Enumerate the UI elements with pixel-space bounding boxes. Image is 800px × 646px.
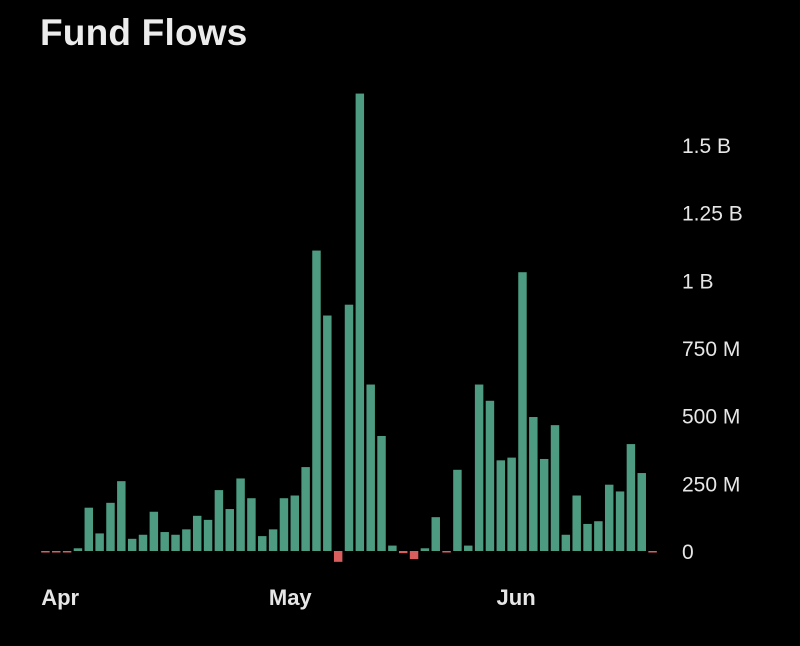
- bars-group: [41, 93, 657, 562]
- bar-outflow: [52, 551, 61, 553]
- bar-inflow: [236, 478, 245, 551]
- bar-inflow: [171, 534, 180, 551]
- bar-inflow: [127, 538, 137, 551]
- bar-inflow: [583, 523, 592, 551]
- y-tick-label: 1.25 B: [682, 203, 743, 226]
- bar-inflow: [507, 457, 516, 551]
- bar-inflow: [464, 545, 473, 551]
- bar-inflow: [637, 473, 646, 551]
- bar-outflow: [333, 551, 343, 562]
- bar-inflow: [518, 272, 527, 551]
- bar-inflow: [561, 534, 571, 551]
- bar-outflow: [409, 551, 419, 560]
- bar-outflow: [398, 551, 408, 554]
- bar-inflow: [268, 529, 278, 551]
- bar-inflow: [323, 315, 332, 551]
- x-tick-label: May: [269, 585, 313, 610]
- bar-inflow: [388, 545, 397, 551]
- bar-inflow: [615, 491, 625, 551]
- x-axis-ticks: Apr May Jun: [41, 585, 535, 610]
- bar-inflow: [192, 515, 202, 551]
- bar-inflow: [149, 511, 159, 551]
- bar-outflow: [648, 551, 657, 553]
- bar-inflow: [73, 548, 83, 551]
- bar-inflow: [203, 519, 213, 551]
- bar-inflow: [355, 93, 365, 551]
- bar-inflow: [290, 495, 300, 551]
- bar-inflow: [117, 481, 126, 551]
- bar-inflow: [301, 467, 310, 551]
- bar-inflow: [377, 435, 386, 551]
- bar-inflow: [366, 384, 375, 551]
- x-tick-label: Jun: [497, 585, 536, 610]
- bar-inflow: [529, 417, 538, 551]
- bar-inflow: [539, 458, 549, 551]
- bar-inflow: [604, 484, 614, 551]
- bar-outflow: [41, 551, 50, 553]
- bar-inflow: [344, 304, 354, 551]
- bar-inflow: [453, 469, 462, 551]
- bar-inflow: [182, 529, 191, 551]
- bar-inflow: [485, 400, 495, 551]
- y-tick-label: 500 M: [682, 406, 740, 429]
- chart-title: Fund Flows: [40, 12, 248, 53]
- bar-outflow: [442, 551, 451, 553]
- y-tick-label: 750 M: [682, 338, 740, 361]
- bar-inflow: [95, 533, 104, 551]
- bar-inflow: [258, 536, 267, 551]
- y-tick-label: 0: [682, 541, 694, 564]
- bar-inflow: [572, 495, 581, 551]
- bar-inflow: [160, 532, 169, 551]
- bar-inflow: [106, 502, 115, 551]
- bar-inflow: [496, 460, 506, 551]
- bar-inflow: [626, 444, 636, 551]
- y-tick-label: 250 M: [682, 473, 740, 496]
- bar-inflow: [474, 384, 484, 551]
- bar-inflow: [594, 521, 603, 551]
- bar-outflow: [62, 551, 72, 553]
- bar-inflow: [138, 534, 148, 551]
- bar-inflow: [312, 250, 321, 551]
- bar-inflow: [247, 498, 256, 551]
- y-tick-label: 1.5 B: [682, 135, 731, 158]
- bar-inflow: [431, 517, 440, 551]
- bar-inflow: [420, 548, 430, 551]
- bar-inflow: [279, 498, 289, 551]
- y-axis-ticks: 0 250 M 500 M 750 M 1 B 1.25 B 1.5 B: [682, 135, 743, 564]
- bar-inflow: [214, 490, 224, 551]
- bar-inflow: [225, 509, 234, 551]
- bar-inflow: [550, 425, 560, 551]
- bar-inflow: [84, 507, 94, 551]
- x-tick-label: Apr: [41, 585, 79, 610]
- y-tick-label: 1 B: [682, 270, 714, 293]
